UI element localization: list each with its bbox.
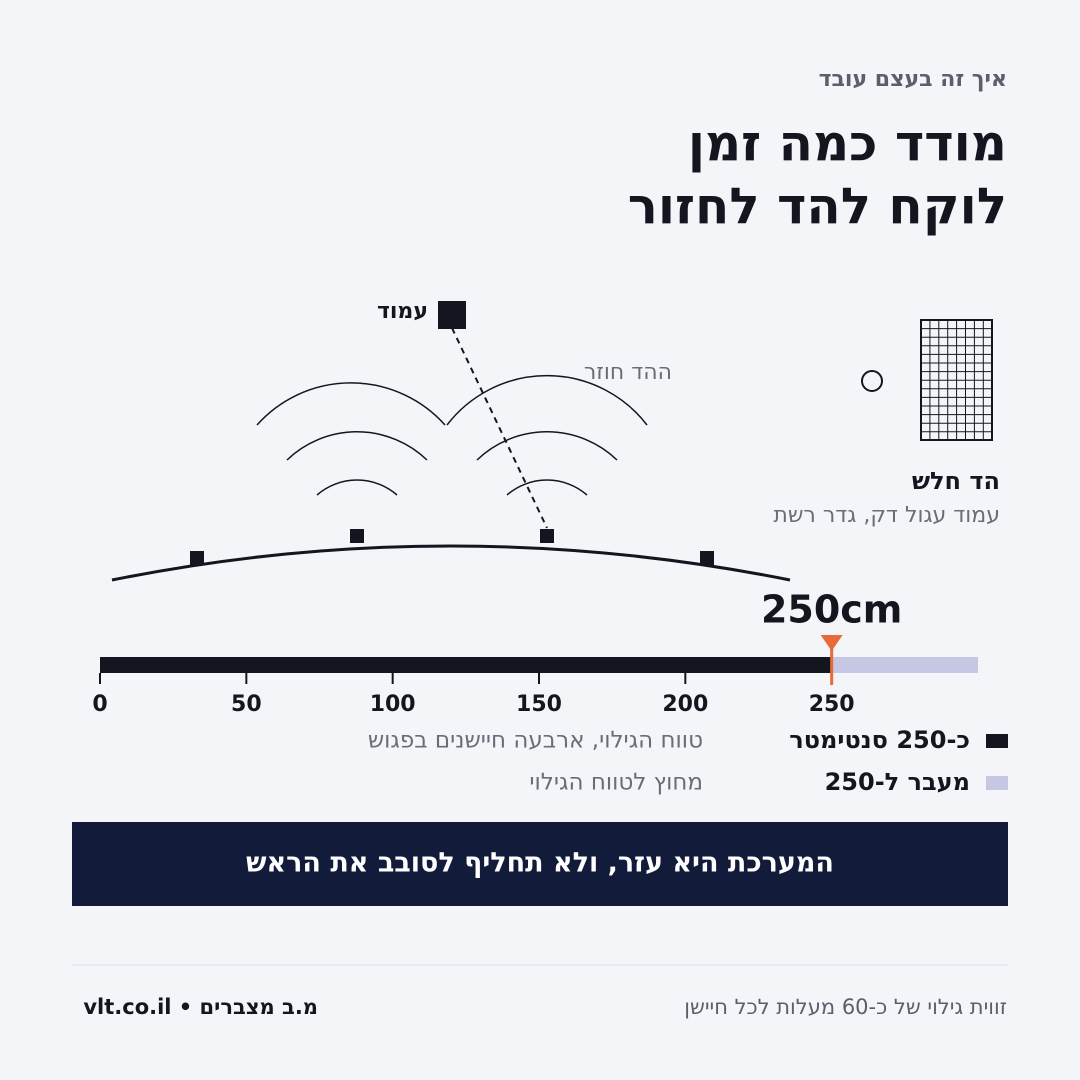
banner — [72, 822, 1008, 906]
wave — [256, 382, 446, 426]
echo-waves — [256, 374, 648, 496]
post — [438, 301, 466, 329]
tick-label: 50 — [231, 692, 262, 717]
kicker: איך זה בעצם עובד — [819, 67, 1007, 92]
scale: 0 50 100 150 200 250 250cm — [92, 588, 978, 717]
legend-label: כ-250 סנטימטר — [789, 726, 970, 754]
tick-label: 200 — [662, 692, 708, 717]
detection-marker — [820, 635, 843, 651]
wave — [476, 431, 618, 461]
mesh-fence — [920, 319, 993, 441]
tick-label: 0 — [92, 692, 107, 717]
legend-description: מחוץ לטווח הגילוי — [529, 770, 703, 796]
footer-note: זווית גילוי של כ-60 מעלות לכל חיישן — [684, 995, 1007, 1019]
tick-label: 100 — [370, 692, 416, 717]
bumper — [111, 544, 791, 582]
sensor — [350, 529, 364, 543]
legend-swatch — [986, 776, 1008, 790]
wave — [286, 431, 428, 461]
thin-post — [861, 370, 883, 392]
weak-title: הד חלש — [912, 467, 1000, 495]
tick-label: 150 — [516, 692, 562, 717]
post-label: עמוד — [377, 299, 428, 324]
tick-label: 250 — [809, 692, 855, 717]
range-outside — [831, 657, 978, 673]
sensor — [190, 551, 204, 565]
detection-label: 250cm — [761, 588, 902, 632]
legend-swatch — [986, 734, 1008, 748]
wave — [316, 479, 398, 496]
echo-label: ההד חוזר — [584, 360, 672, 385]
banner-text: המערכת היא עזר, ולא תחליף לסובב את הראש — [246, 848, 834, 879]
legend-label: מעבר ל-250 — [825, 768, 970, 796]
range-inside — [100, 657, 832, 673]
sensor — [540, 529, 554, 543]
title-line: מודד כמה זמן — [688, 115, 1007, 173]
sensor — [700, 551, 714, 565]
legend: כ-250 סנטימטר טווח הגילוי, ארבעה חיישנים … — [368, 726, 1008, 796]
footer-brand: מ.ב מצברים • vlt.co.il — [83, 995, 318, 1019]
wave — [506, 479, 588, 496]
echo-path — [451, 327, 548, 529]
legend-description: טווח הגילוי, ארבעה חיישנים בפגוש — [368, 728, 703, 754]
title-line: לוקח להד לחזור — [628, 178, 1007, 236]
weak-subtitle: עמוד עגול דק, גדר רשת — [773, 503, 1000, 528]
wave — [446, 374, 648, 426]
